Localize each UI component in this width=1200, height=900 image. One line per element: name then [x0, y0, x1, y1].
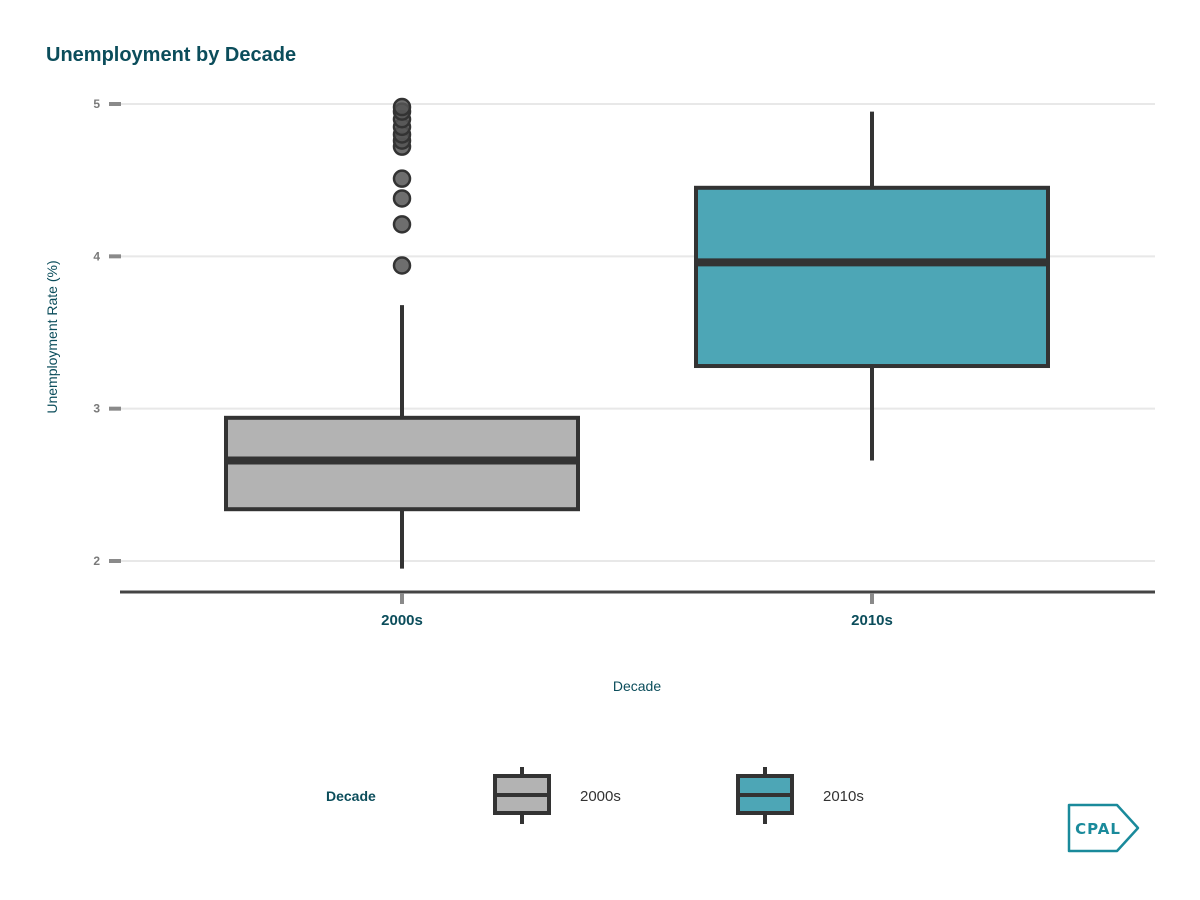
gridlines — [120, 103, 1155, 562]
logo-text: CPAL — [1075, 820, 1121, 838]
legend-item-2000s: 2000s — [493, 767, 621, 824]
y-axis-title: Unemployment Rate (%) — [44, 260, 60, 413]
y-tick-label: 3 — [93, 402, 100, 416]
y-tick-label: 5 — [93, 97, 100, 111]
x-axis-title: Decade — [613, 678, 661, 694]
outlier-point — [392, 97, 412, 117]
x-axis-ticks: 2000s 2010s — [381, 593, 893, 629]
cpal-logo: CPAL — [1067, 803, 1140, 853]
legend-title: Decade — [326, 788, 376, 804]
outlier-point — [392, 256, 412, 275]
chart-title: Unemployment by Decade — [46, 44, 296, 66]
y-tick-label: 4 — [93, 249, 100, 263]
outlier-point — [392, 189, 412, 208]
legend-item-2010s: 2010s — [736, 767, 864, 824]
outlier-point — [392, 215, 412, 234]
y-axis-ticks: 2 3 4 5 — [93, 97, 121, 568]
box-2010s — [694, 111, 1050, 461]
x-tick-label: 2000s — [381, 612, 423, 629]
legend-label: 2000s — [580, 788, 621, 805]
x-tick-label: 2010s — [851, 612, 893, 629]
iqr-box — [694, 185, 1050, 369]
legend: Decade 2000s 2010s — [326, 767, 864, 824]
logo-tag-shape — [1067, 803, 1140, 853]
box-2000s — [224, 97, 580, 569]
boxplot-series — [224, 97, 1050, 569]
outlier-point — [392, 169, 412, 188]
y-tick-label: 2 — [93, 554, 100, 568]
legend-label: 2010s — [823, 788, 864, 805]
